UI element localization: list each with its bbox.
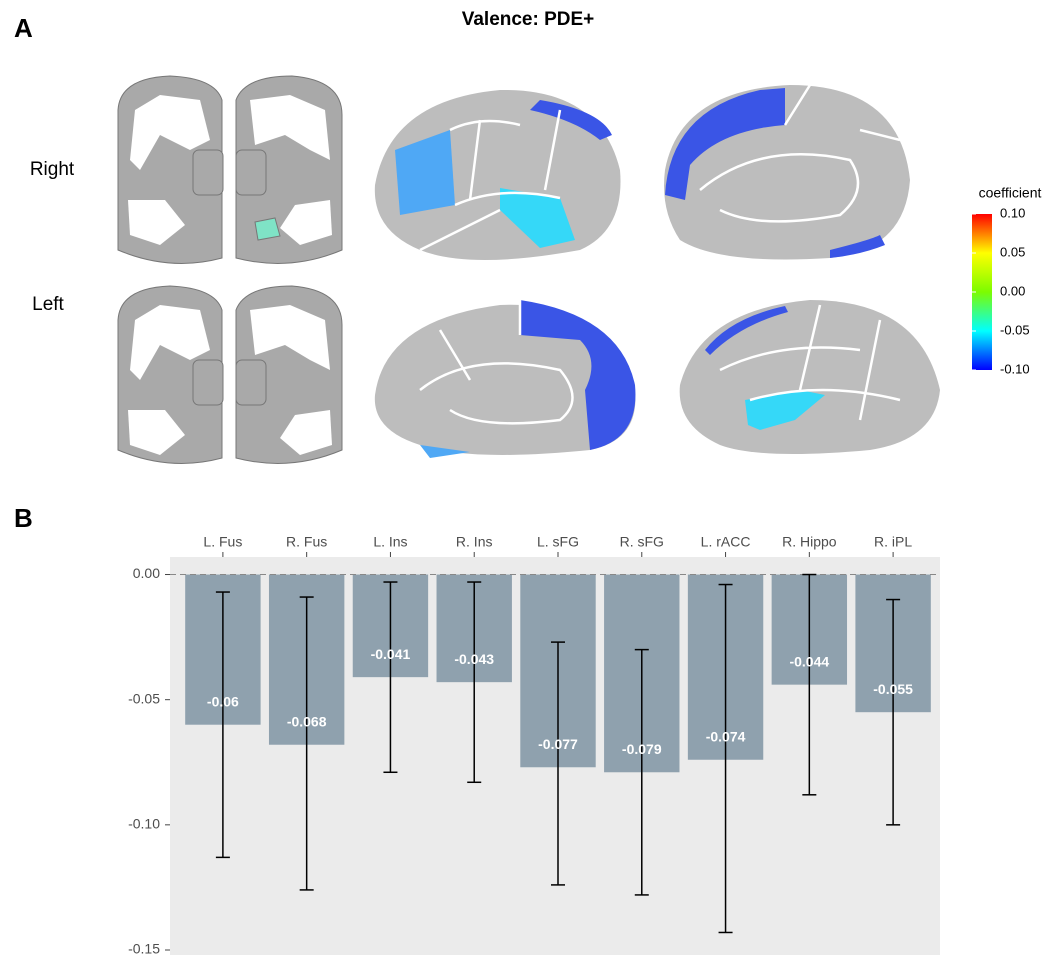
row-label: Left <box>32 294 64 315</box>
value-label: -0.079 <box>622 741 662 757</box>
row-label: Right <box>30 159 75 180</box>
y-tick-label: 0.00 <box>133 565 160 581</box>
x-tick-label: R. iPL <box>874 534 912 550</box>
colorbar-tick-label: -0.10 <box>1000 361 1030 376</box>
figure-title: Valence: PDE+ <box>462 9 595 30</box>
x-tick-label: R. sFG <box>620 534 664 550</box>
highlight-region <box>255 218 280 240</box>
colorbar-tick-label: 0.00 <box>1000 283 1025 298</box>
colorbar-tick-label: -0.05 <box>1000 322 1030 337</box>
value-label: -0.074 <box>706 728 746 744</box>
x-tick-label: L. Ins <box>373 534 407 550</box>
x-tick-label: R. Hippo <box>782 534 837 550</box>
panel-label: B <box>14 503 33 533</box>
value-label: -0.044 <box>789 653 829 669</box>
x-tick-label: L. Fus <box>203 534 242 550</box>
page: A B Valence: PDE+ Right Left <box>0 0 1057 958</box>
value-label: -0.077 <box>538 736 578 752</box>
y-tick-label: -0.15 <box>128 941 160 957</box>
value-label: -0.055 <box>873 681 913 697</box>
cortex-view <box>375 85 940 458</box>
value-label: -0.068 <box>287 713 327 729</box>
value-label: -0.041 <box>371 646 411 662</box>
x-tick-label: R. Ins <box>456 534 493 550</box>
x-tick-label: L. rACC <box>701 534 751 550</box>
panel-label: A <box>14 13 33 43</box>
deep-nuclei <box>193 150 266 405</box>
colorbar-title: coefficient <box>979 185 1042 201</box>
x-tick-label: R. Fus <box>286 534 327 550</box>
x-tick-label: L. sFG <box>537 534 579 550</box>
value-label: -0.043 <box>454 651 494 667</box>
value-label: -0.06 <box>207 693 239 709</box>
y-tick-label: -0.10 <box>128 816 160 832</box>
colorbar-tick-label: 0.10 <box>1000 205 1025 220</box>
colorbar-tick-label: 0.05 <box>1000 244 1025 259</box>
figure: A B Valence: PDE+ Right Left <box>0 0 1057 958</box>
y-tick-label: -0.05 <box>128 690 160 706</box>
